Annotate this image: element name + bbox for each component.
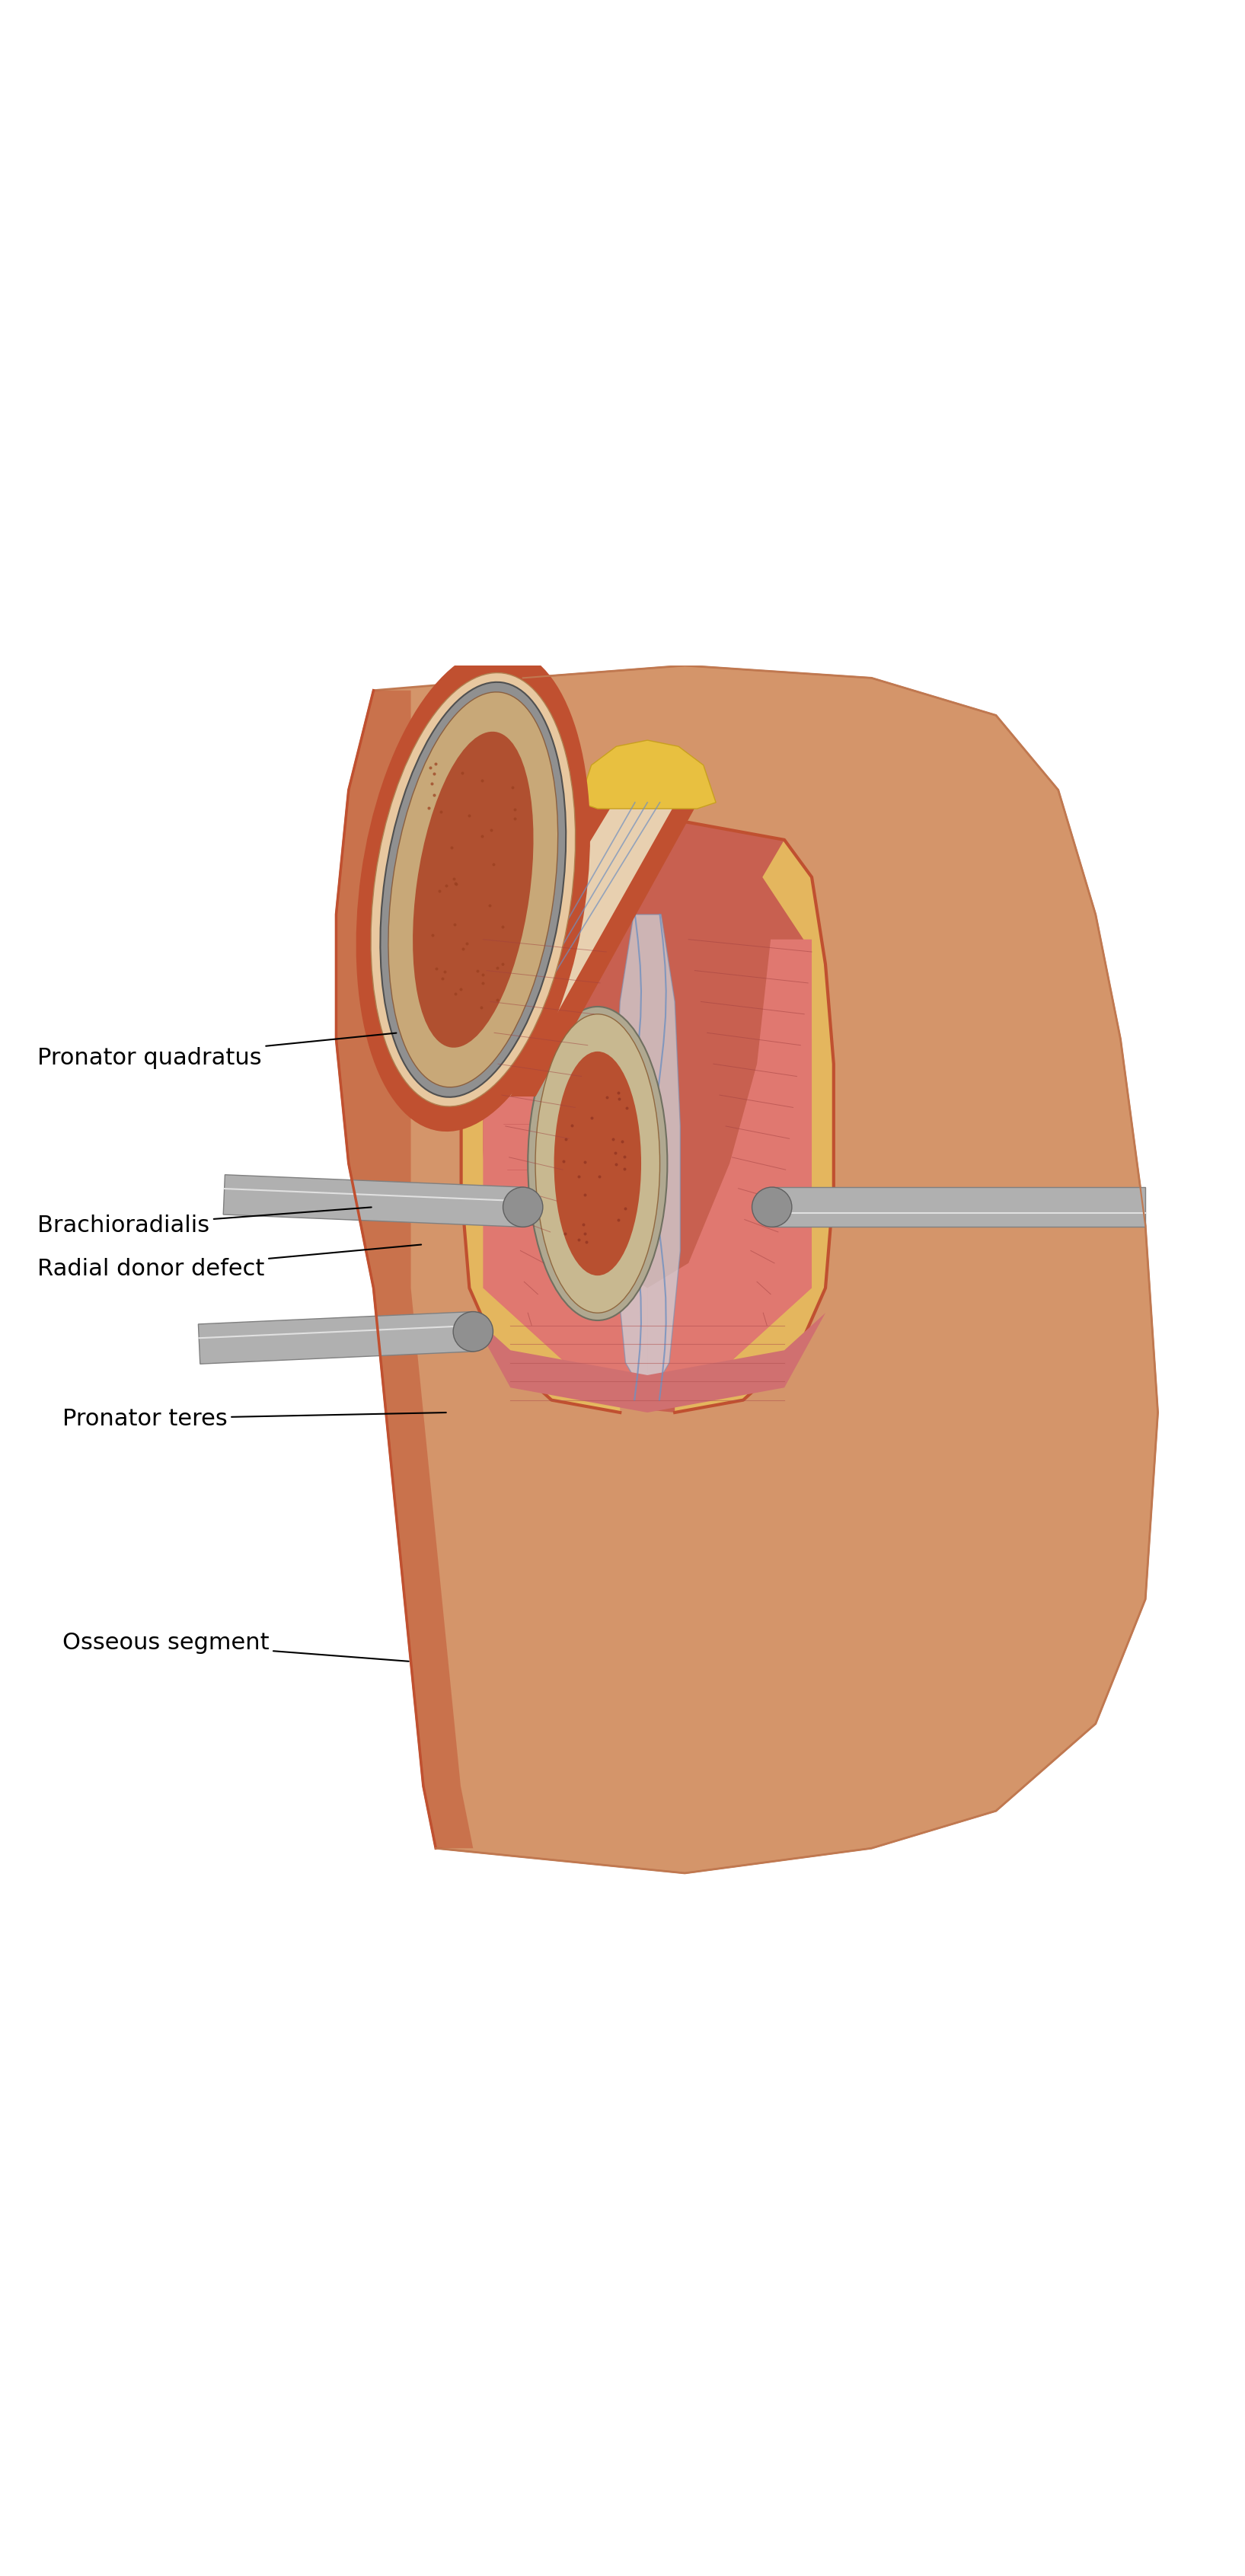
Polygon shape: [469, 1314, 825, 1412]
Text: Pronator teres: Pronator teres: [62, 1406, 446, 1430]
Ellipse shape: [752, 1188, 792, 1226]
Polygon shape: [436, 809, 672, 1095]
Ellipse shape: [528, 1007, 667, 1321]
Polygon shape: [461, 840, 620, 1412]
Ellipse shape: [380, 683, 566, 1097]
Ellipse shape: [371, 672, 575, 1108]
Ellipse shape: [453, 1311, 493, 1352]
Text: Pronator quadratus: Pronator quadratus: [37, 1033, 396, 1069]
Polygon shape: [223, 1175, 524, 1226]
Ellipse shape: [503, 1188, 543, 1226]
Polygon shape: [579, 739, 716, 809]
Ellipse shape: [413, 732, 533, 1048]
Polygon shape: [615, 914, 680, 1399]
Ellipse shape: [535, 1015, 660, 1314]
Text: Osseous segment: Osseous segment: [62, 1631, 408, 1662]
Polygon shape: [772, 1188, 1145, 1226]
Polygon shape: [336, 690, 473, 1847]
Polygon shape: [336, 665, 1158, 1873]
Ellipse shape: [388, 693, 558, 1087]
Polygon shape: [198, 1311, 474, 1363]
Ellipse shape: [554, 1051, 641, 1275]
Text: Brachioradialis: Brachioradialis: [37, 1208, 371, 1236]
Polygon shape: [483, 940, 647, 1399]
Text: Radial donor defect: Radial donor defect: [37, 1244, 421, 1280]
Polygon shape: [461, 814, 834, 1412]
Ellipse shape: [357, 649, 589, 1131]
Polygon shape: [411, 804, 697, 1095]
Polygon shape: [675, 840, 834, 1412]
Polygon shape: [647, 940, 812, 1399]
